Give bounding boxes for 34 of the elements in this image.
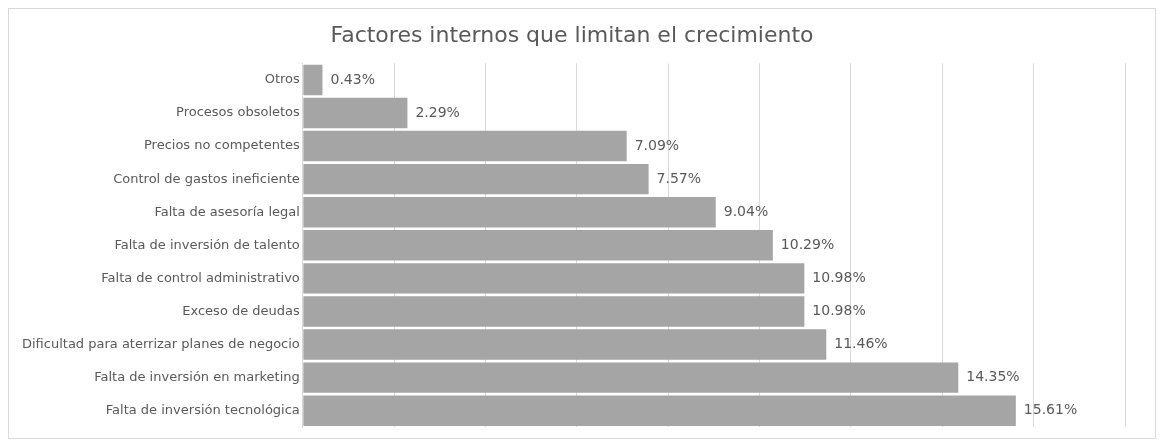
y-tick-label: Exceso de deudas [182,302,301,318]
data-label: 0.43% [330,70,375,87]
data-label: 2.29% [415,103,460,120]
data-label: 11.46% [834,335,888,352]
data-label: 7.57% [656,169,702,186]
bar [303,230,773,261]
y-tick-label: Falta de inversión en marketing [94,368,300,384]
bar [303,395,1016,426]
bar [303,163,649,195]
y-tick-label: Dificultad para aterrizar planes de negocio [21,335,300,351]
y-tick-label: Falta de inversión de talento [114,236,300,252]
data-label: 9.04% [723,202,769,219]
bar [303,130,627,162]
y-tick-label: Precios no competentes [143,137,301,153]
data-label: 14.35% [966,368,1020,385]
y-tick-label: Control de gastos ineficiente [113,170,300,186]
data-label: 10.29% [780,235,835,252]
y-tick-label: Falta de asesoría legal [154,203,300,219]
data-label: 7.09% [634,136,680,153]
y-tick-label: Falta de inversión tecnológica [105,402,300,418]
y-tick-label: Procesos obsoletos [176,104,301,120]
bar [303,197,716,228]
bar [303,296,805,327]
bar [303,97,408,129]
chart-title: Factores internos que limitan el crecimiento [330,21,814,47]
y-tick-label: Falta de control administrativo [101,269,300,285]
data-label: 10.98% [812,269,866,286]
data-label: 10.98% [812,302,866,319]
y-tick-label: Otros [264,71,301,87]
bar [303,263,805,294]
bar [303,362,959,393]
bar [303,64,323,96]
bar [303,329,827,360]
data-label: 15.61% [1023,401,1078,418]
